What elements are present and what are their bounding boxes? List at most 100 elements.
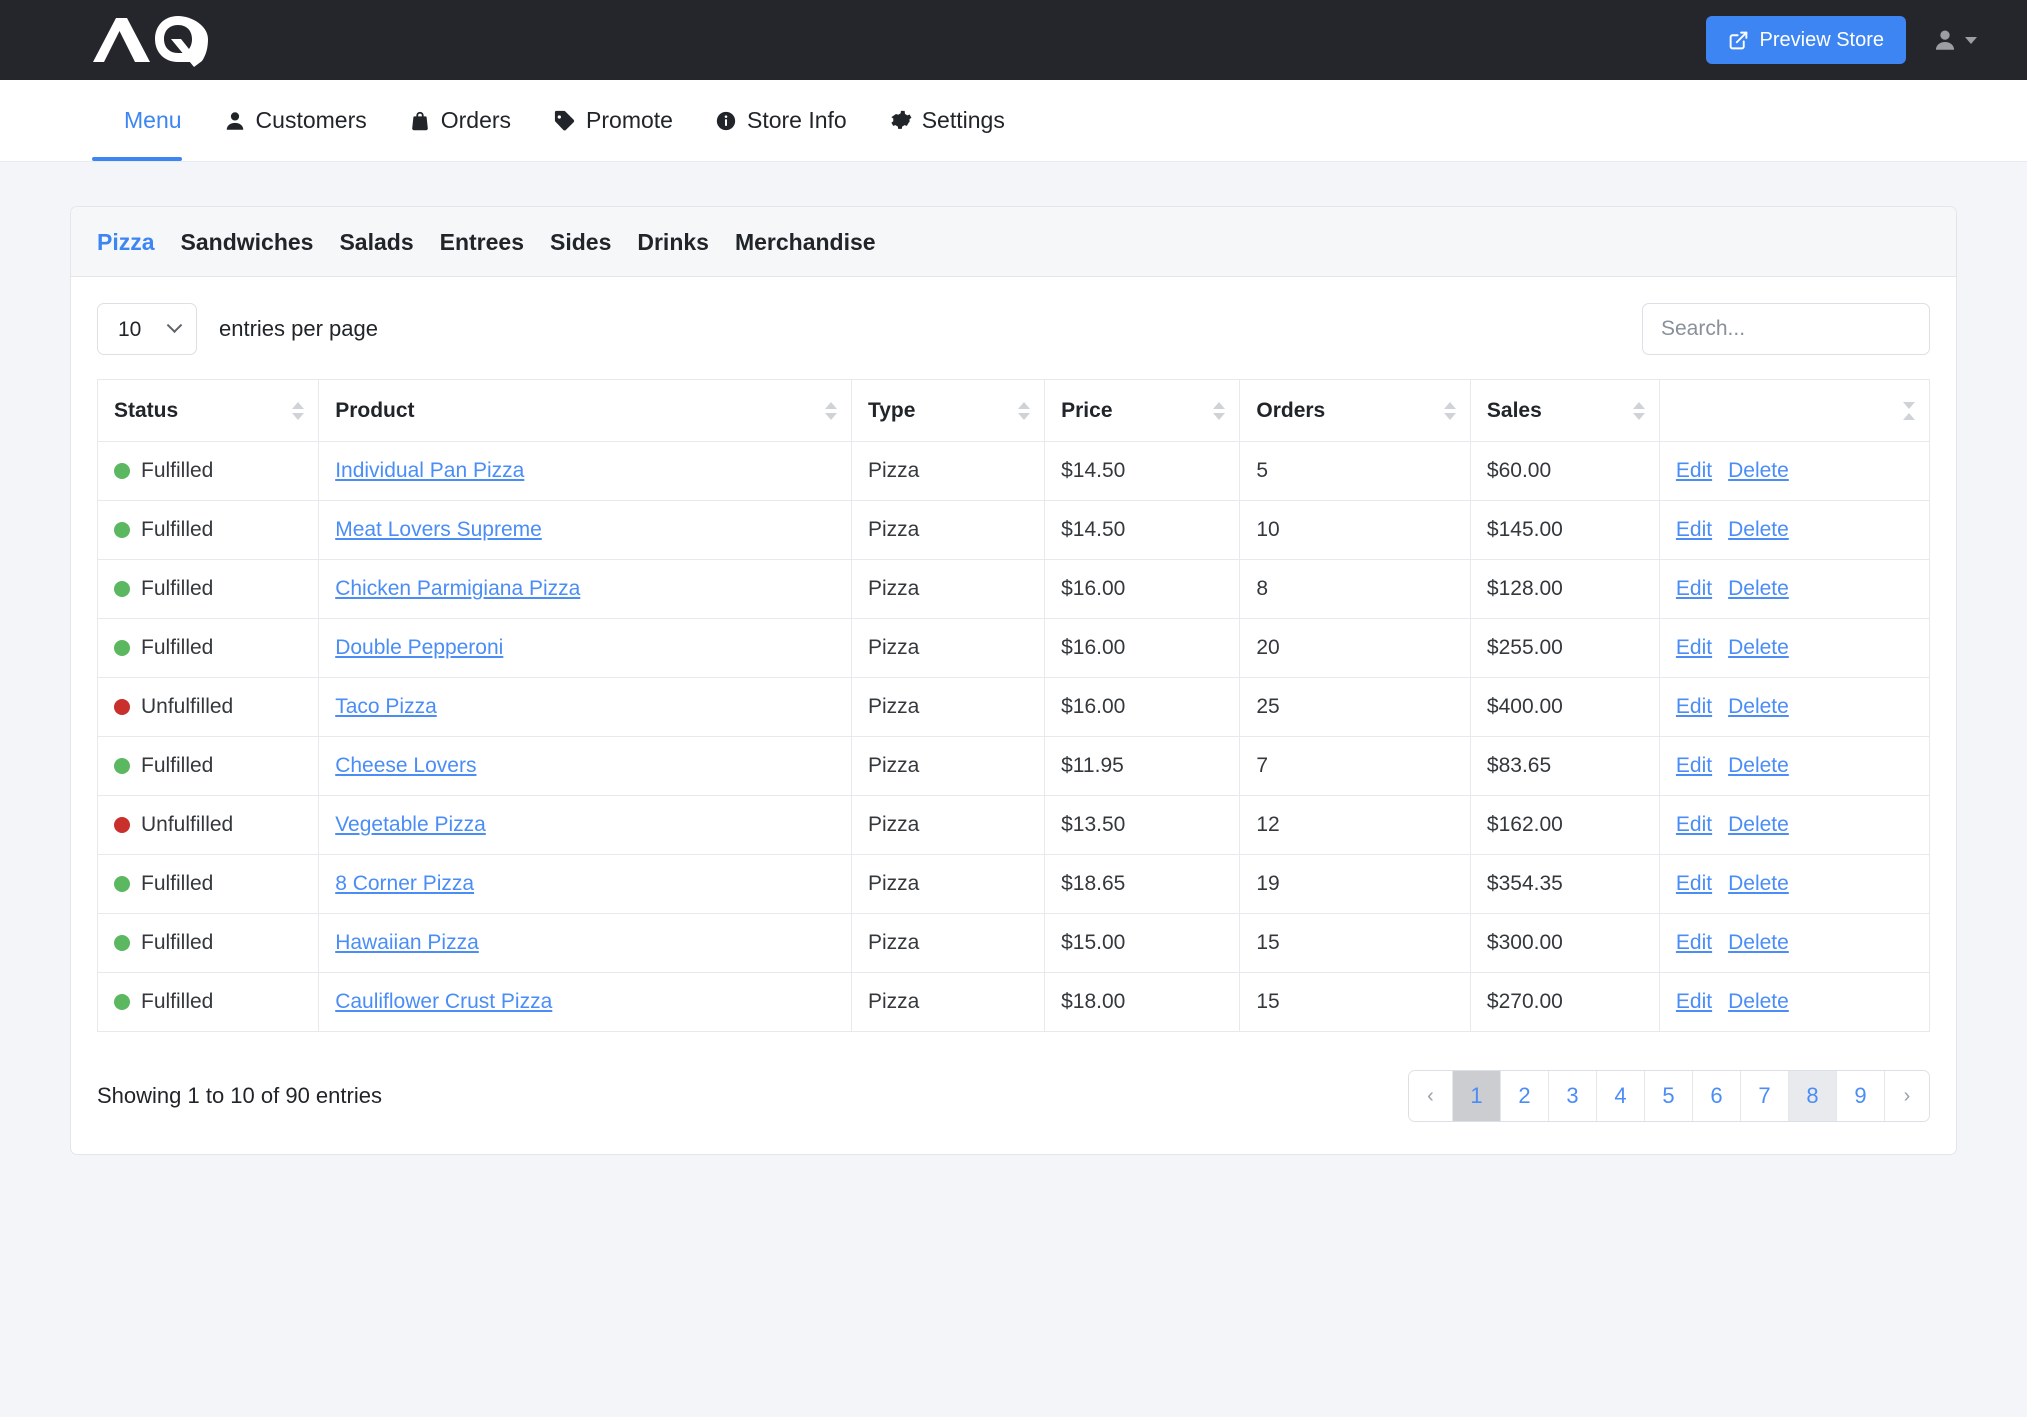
sort-icon[interactable] (1018, 401, 1031, 420)
product-link[interactable]: Meat Lovers Supreme (335, 518, 542, 541)
status-label: Fulfilled (141, 518, 214, 541)
pagination-page-1[interactable]: 1 (1453, 1071, 1501, 1121)
sort-icon[interactable] (1213, 401, 1226, 420)
pagination-page-5[interactable]: 5 (1645, 1071, 1693, 1121)
nav-item-menu[interactable]: Menu (92, 80, 182, 161)
product-link[interactable]: Cheese Lovers (335, 754, 477, 777)
nav-item-store-info[interactable]: Store Info (715, 80, 847, 161)
user-menu[interactable] (1932, 27, 1991, 53)
product-link[interactable]: Cauliflower Crust Pizza (335, 990, 553, 1013)
product-link[interactable]: 8 Corner Pizza (335, 872, 475, 895)
nav-item-orders[interactable]: Orders (409, 80, 511, 161)
cell-sales: $354.35 (1469, 854, 1660, 914)
sort-icon[interactable] (824, 401, 837, 420)
edit-link[interactable]: Edit (1675, 813, 1713, 836)
cell-type: Pizza (850, 972, 1046, 1032)
category-tab-merchandise[interactable]: Merchandise (734, 229, 876, 255)
category-tab-entrees[interactable]: Entrees (439, 229, 524, 255)
cell-sales: $400.00 (1469, 677, 1660, 737)
aq-logo-icon (93, 16, 208, 67)
table-head: Status Product Type Price (96, 379, 1931, 442)
edit-link[interactable]: Edit (1675, 577, 1713, 600)
delete-link[interactable]: Delete (1728, 872, 1789, 895)
delete-link[interactable]: Delete (1728, 990, 1789, 1013)
column-header-price-label: Price (1061, 398, 1113, 422)
category-tab-sandwiches[interactable]: Sandwiches (180, 229, 314, 255)
product-link[interactable]: Double Pepperoni (335, 636, 504, 659)
cell-orders: 19 (1239, 854, 1471, 914)
product-link[interactable]: Individual Pan Pizza (335, 459, 525, 482)
nav-item-menu-label: Menu (124, 107, 182, 133)
delete-link[interactable]: Delete (1728, 518, 1789, 541)
edit-link[interactable]: Edit (1675, 754, 1713, 777)
sort-icon[interactable] (1443, 401, 1456, 420)
pagination-page-7[interactable]: 7 (1741, 1071, 1789, 1121)
sort-icon[interactable] (1903, 401, 1915, 420)
cell-orders: 12 (1239, 795, 1471, 855)
column-header-orders[interactable]: Orders (1239, 379, 1471, 442)
category-tab-salads[interactable]: Salads (339, 229, 414, 255)
cell-actions: Edit Delete (1658, 972, 1931, 1032)
entries-per-page-control: 10 (97, 303, 197, 355)
pagination-page-4[interactable]: 4 (1597, 1071, 1645, 1121)
edit-link[interactable]: Edit (1675, 518, 1713, 541)
delete-link[interactable]: Delete (1728, 931, 1789, 954)
cell-actions: Edit Delete (1658, 677, 1931, 737)
entries-per-page-label: entries per page (219, 316, 378, 341)
delete-link[interactable]: Delete (1728, 754, 1789, 777)
column-header-status[interactable]: Status (96, 379, 320, 442)
status-label: Unfulfilled (141, 695, 234, 718)
column-header-type[interactable]: Type (850, 379, 1046, 442)
delete-link[interactable]: Delete (1728, 636, 1789, 659)
nav-item-promote[interactable]: Promote (553, 80, 673, 161)
cell-actions: Edit Delete (1658, 913, 1931, 973)
edit-link[interactable]: Edit (1675, 872, 1713, 895)
product-link[interactable]: Taco Pizza (335, 695, 437, 718)
sort-icon[interactable] (292, 401, 305, 420)
cell-sales: $83.65 (1469, 736, 1660, 796)
edit-link[interactable]: Edit (1675, 636, 1713, 659)
top-bar: Preview Store (0, 0, 2027, 80)
main-nav: Menu Customers Orders Promote (0, 80, 2027, 162)
pagination-page-3[interactable]: 3 (1549, 1071, 1597, 1121)
cell-status: Fulfilled (96, 559, 320, 619)
pagination-prev[interactable]: ‹ (1409, 1071, 1453, 1121)
table-footer: Showing 1 to 10 of 90 entries ‹ 1 2 3 4 5 6 7 8 9… (71, 1042, 1956, 1154)
column-header-product[interactable]: Product (318, 379, 852, 442)
cell-price: $11.95 (1044, 736, 1241, 796)
delete-link[interactable]: Delete (1728, 459, 1789, 482)
cell-type: Pizza (850, 913, 1046, 973)
delete-link[interactable]: Delete (1728, 577, 1789, 600)
pagination-page-9[interactable]: 9 (1837, 1071, 1885, 1121)
preview-store-label: Preview Store (1759, 28, 1885, 51)
edit-link[interactable]: Edit (1675, 990, 1713, 1013)
entries-per-page-select[interactable]: 10 (97, 303, 197, 355)
delete-link[interactable]: Delete (1728, 813, 1789, 836)
product-link[interactable]: Chicken Parmigiana Pizza (335, 577, 581, 600)
product-link[interactable]: Vegetable Pizza (335, 813, 486, 836)
aq-logo[interactable] (90, 12, 232, 68)
edit-link[interactable]: Edit (1675, 695, 1713, 718)
status-label: Fulfilled (141, 754, 214, 777)
column-header-actions[interactable] (1658, 379, 1931, 442)
delete-link[interactable]: Delete (1728, 695, 1789, 718)
search-input[interactable] (1642, 303, 1930, 355)
category-tab-drinks[interactable]: Drinks (637, 229, 709, 255)
category-tab-sides[interactable]: Sides (550, 229, 612, 255)
pagination-page-8[interactable]: 8 (1789, 1071, 1837, 1121)
column-header-price[interactable]: Price (1044, 379, 1241, 442)
nav-item-settings[interactable]: Settings (889, 80, 1005, 161)
pagination-page-6[interactable]: 6 (1693, 1071, 1741, 1121)
preview-store-button[interactable]: Preview Store (1705, 16, 1906, 64)
category-tab-pizza[interactable]: Pizza (97, 229, 155, 255)
edit-link[interactable]: Edit (1675, 931, 1713, 954)
pagination-page-2[interactable]: 2 (1501, 1071, 1549, 1121)
cell-sales: $255.00 (1469, 618, 1660, 678)
column-header-sales[interactable]: Sales (1469, 379, 1660, 442)
cell-type: Pizza (850, 736, 1046, 796)
product-link[interactable]: Hawaiian Pizza (335, 931, 479, 954)
nav-item-customers[interactable]: Customers (224, 80, 367, 161)
pagination-next[interactable]: › (1885, 1071, 1929, 1121)
sort-icon[interactable] (1632, 401, 1645, 420)
edit-link[interactable]: Edit (1675, 459, 1713, 482)
